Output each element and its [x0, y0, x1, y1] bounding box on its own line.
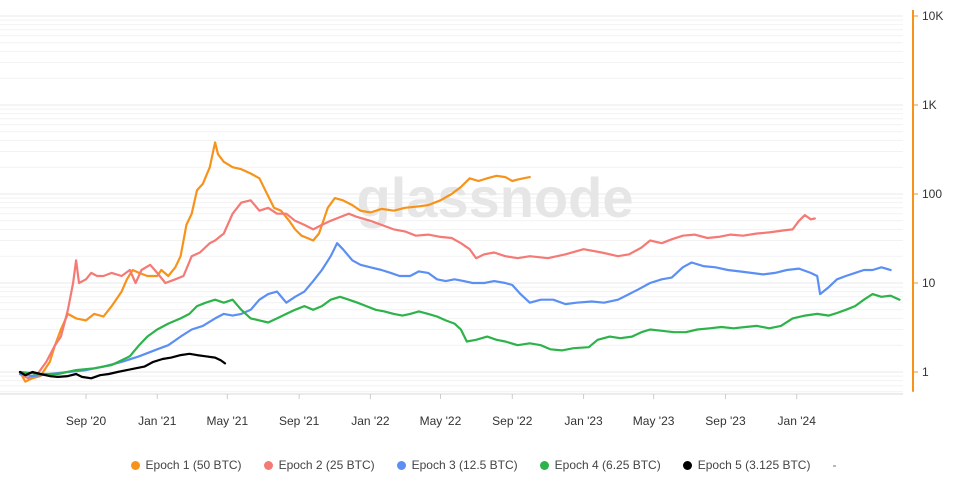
- y-tick-label: 10: [922, 276, 936, 290]
- legend-label-epoch-4: Epoch 4 (6.25 BTC): [554, 458, 661, 472]
- y-tick-label: 1K: [922, 98, 937, 112]
- legend-marker-epoch-1: [130, 460, 140, 470]
- legend-marker-epoch-5: [682, 460, 692, 470]
- y-tick-label: 1: [922, 365, 929, 379]
- legend-item-epoch-4[interactable]: Epoch 4 (6.25 BTC): [539, 458, 661, 472]
- x-tick-label: Sep '22: [492, 414, 533, 428]
- x-tick-label: Jan '24: [778, 414, 817, 428]
- legend-item-epoch-5[interactable]: Epoch 5 (3.125 BTC): [682, 458, 811, 472]
- x-tick-label: May '23: [633, 414, 675, 428]
- legend-item-epoch-2[interactable]: Epoch 2 (25 BTC): [263, 458, 375, 472]
- legend-label-epoch-3: Epoch 3 (12.5 BTC): [411, 458, 518, 472]
- series-line-epoch-2: [18, 199, 816, 380]
- legend: Epoch 1 (50 BTC) Epoch 2 (25 BTC) Epoch …: [0, 454, 967, 476]
- grid-lines: [0, 15, 903, 393]
- x-tick-label: Jan '21: [138, 414, 177, 428]
- x-tick-label: Sep '21: [279, 414, 320, 428]
- legend-item-epoch-3[interactable]: Epoch 3 (12.5 BTC): [396, 458, 518, 472]
- x-tick-label: Sep '23: [705, 414, 746, 428]
- legend-item-epoch-1[interactable]: Epoch 1 (50 BTC): [130, 458, 242, 472]
- series-line-epoch-1: [18, 141, 531, 383]
- series-lines: [18, 141, 901, 383]
- x-tick-label: Jan '22: [351, 414, 390, 428]
- y-tick-label: 10K: [922, 9, 943, 23]
- axes: 1 10 100 1K 10K Sep '20 Jan '21 May '21 Sep '21 J…: [0, 9, 943, 428]
- series-line-epoch-5: [18, 352, 227, 380]
- legend-marker-epoch-4: [539, 460, 549, 470]
- x-tick-label: May '21: [206, 414, 248, 428]
- legend-label-epoch-5: Epoch 5 (3.125 BTC): [697, 458, 811, 472]
- legend-label-epoch-1: Epoch 1 (50 BTC): [145, 458, 242, 472]
- x-tick-label: Jan '23: [564, 414, 603, 428]
- x-tick-label: May '22: [420, 414, 462, 428]
- legend-trailing-dash: -: [832, 458, 837, 472]
- series-line-epoch-3: [18, 242, 892, 378]
- y-tick-label: 100: [922, 187, 942, 201]
- legend-marker-epoch-2: [263, 460, 273, 470]
- x-tick-label: Sep '20: [66, 414, 107, 428]
- series-line-epoch-4: [18, 293, 901, 376]
- legend-marker-epoch-3: [396, 460, 406, 470]
- legend-label-epoch-2: Epoch 2 (25 BTC): [278, 458, 375, 472]
